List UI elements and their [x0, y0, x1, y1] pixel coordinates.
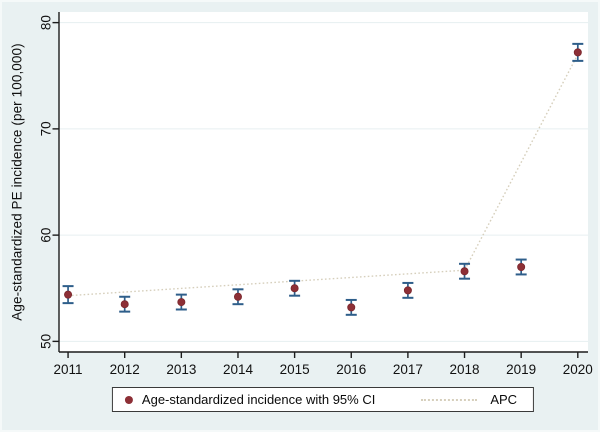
- legend-box: Age-standardized incidence with 95% CI A…: [111, 387, 535, 412]
- data-point: [233, 292, 242, 301]
- data-point: [517, 262, 526, 271]
- x-tick-label: 2012: [110, 362, 140, 377]
- x-tick-label: 2018: [450, 362, 480, 377]
- legend-apc-label: APC: [490, 392, 518, 407]
- data-point: [347, 303, 356, 312]
- y-tick-label: 50: [39, 334, 54, 349]
- x-tick-label: 2015: [280, 362, 310, 377]
- x-tick-label: 2013: [166, 362, 196, 377]
- legend-incidence-marker-icon: [124, 395, 133, 404]
- y-tick-label: 60: [39, 228, 54, 243]
- plot-region: [59, 12, 588, 352]
- data-point: [64, 290, 73, 299]
- y-tick-label: 80: [39, 15, 54, 30]
- legend-incidence-label: Age-standardized incidence with 95% CI: [141, 392, 376, 407]
- data-point: [290, 284, 299, 293]
- data-point: [120, 300, 129, 309]
- x-tick-label: 2016: [336, 362, 366, 377]
- x-tick-label: 2019: [506, 362, 536, 377]
- x-tick-label: 2011: [54, 362, 83, 377]
- legend-apc-line-icon: [421, 398, 478, 401]
- x-tick-label: 2014: [223, 362, 254, 377]
- y-tick-label: 70: [39, 121, 54, 136]
- data-point: [460, 267, 469, 276]
- x-tick-label: 2017: [393, 362, 423, 377]
- data-point: [177, 298, 186, 307]
- y-axis-title: Age-standardized PE incidence (per 100,0…: [9, 43, 25, 321]
- x-tick-label: 2020: [563, 362, 593, 377]
- data-point: [403, 286, 412, 295]
- data-point: [573, 48, 582, 57]
